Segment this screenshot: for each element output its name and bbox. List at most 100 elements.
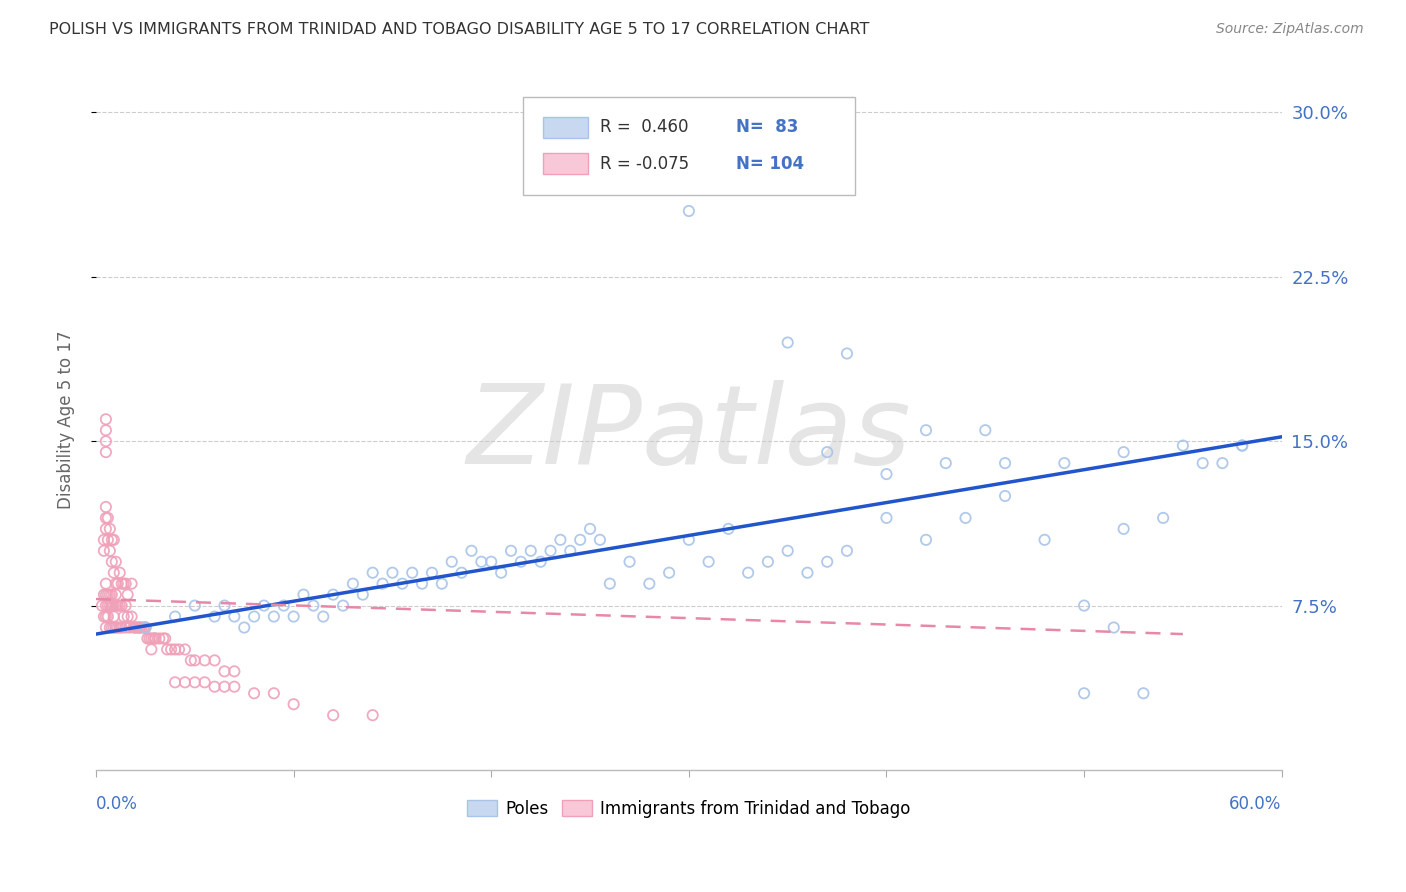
Point	[97, 511, 120, 525]
Point	[994, 489, 1017, 503]
Point	[499, 543, 522, 558]
Point	[233, 620, 256, 634]
Point	[124, 620, 146, 634]
Point	[678, 204, 700, 219]
Legend: Poles, Immigrants from Trinidad and Tobago: Poles, Immigrants from Trinidad and Toba…	[460, 794, 917, 825]
Point	[589, 533, 612, 547]
Point	[112, 576, 135, 591]
Point	[243, 686, 266, 700]
Point	[273, 599, 295, 613]
Point	[101, 599, 124, 613]
Point	[142, 632, 165, 646]
Point	[128, 620, 150, 634]
Point	[224, 680, 246, 694]
Point	[127, 620, 149, 634]
Point	[1112, 445, 1135, 459]
Point	[420, 566, 443, 580]
Point	[184, 675, 207, 690]
Point	[1132, 686, 1154, 700]
Point	[717, 522, 740, 536]
Text: Source: ZipAtlas.com: Source: ZipAtlas.com	[1216, 22, 1364, 37]
Point	[479, 555, 502, 569]
Point	[489, 566, 512, 580]
FancyBboxPatch shape	[543, 153, 588, 175]
Point	[520, 543, 543, 558]
Point	[103, 533, 125, 547]
Point	[94, 609, 117, 624]
Point	[1073, 599, 1095, 613]
Point	[180, 653, 202, 667]
Point	[156, 642, 179, 657]
Point	[94, 576, 117, 591]
Point	[97, 599, 120, 613]
Point	[117, 609, 139, 624]
Point	[103, 599, 125, 613]
Text: R =  0.460: R = 0.460	[600, 119, 689, 136]
Point	[108, 599, 131, 613]
Point	[401, 566, 423, 580]
Point	[98, 588, 121, 602]
Point	[638, 576, 661, 591]
Point	[101, 555, 124, 569]
Point	[470, 555, 492, 569]
Point	[935, 456, 957, 470]
Point	[243, 609, 266, 624]
Point	[214, 680, 236, 694]
Point	[103, 609, 125, 624]
Point	[165, 609, 187, 624]
Text: 0.0%: 0.0%	[96, 795, 138, 813]
Point	[111, 620, 134, 634]
Point	[138, 632, 160, 646]
Point	[776, 543, 799, 558]
Y-axis label: Disability Age 5 to 17: Disability Age 5 to 17	[58, 330, 75, 508]
Point	[540, 543, 562, 558]
Point	[214, 599, 236, 613]
Point	[352, 588, 374, 602]
Point	[915, 423, 938, 437]
Point	[94, 511, 117, 525]
Point	[134, 620, 156, 634]
Point	[391, 576, 413, 591]
Point	[835, 346, 858, 360]
Point	[697, 555, 720, 569]
Point	[91, 599, 114, 613]
Point	[184, 599, 207, 613]
Point	[1102, 620, 1125, 634]
Point	[112, 609, 135, 624]
Point	[141, 642, 163, 657]
Point	[530, 555, 553, 569]
Point	[342, 576, 364, 591]
Point	[214, 665, 236, 679]
Point	[560, 543, 582, 558]
Point	[550, 533, 572, 547]
Point	[994, 456, 1017, 470]
Point	[440, 555, 463, 569]
Point	[101, 533, 124, 547]
Point	[974, 423, 997, 437]
Point	[430, 576, 453, 591]
Point	[94, 423, 117, 437]
Point	[94, 599, 117, 613]
Point	[160, 642, 183, 657]
Point	[136, 632, 159, 646]
Point	[134, 620, 156, 634]
Point	[1053, 456, 1076, 470]
Point	[509, 555, 531, 569]
Point	[776, 335, 799, 350]
Point	[93, 543, 115, 558]
Point	[165, 642, 187, 657]
Point	[94, 620, 117, 634]
Text: N=  83: N= 83	[737, 119, 799, 136]
Point	[111, 599, 134, 613]
Point	[148, 632, 170, 646]
Point	[103, 620, 125, 634]
Point	[253, 599, 276, 613]
Point	[292, 588, 315, 602]
Point	[460, 543, 482, 558]
Point	[569, 533, 592, 547]
Point	[111, 576, 134, 591]
Point	[204, 653, 226, 667]
Point	[302, 599, 325, 613]
Point	[121, 576, 143, 591]
Point	[97, 533, 120, 547]
